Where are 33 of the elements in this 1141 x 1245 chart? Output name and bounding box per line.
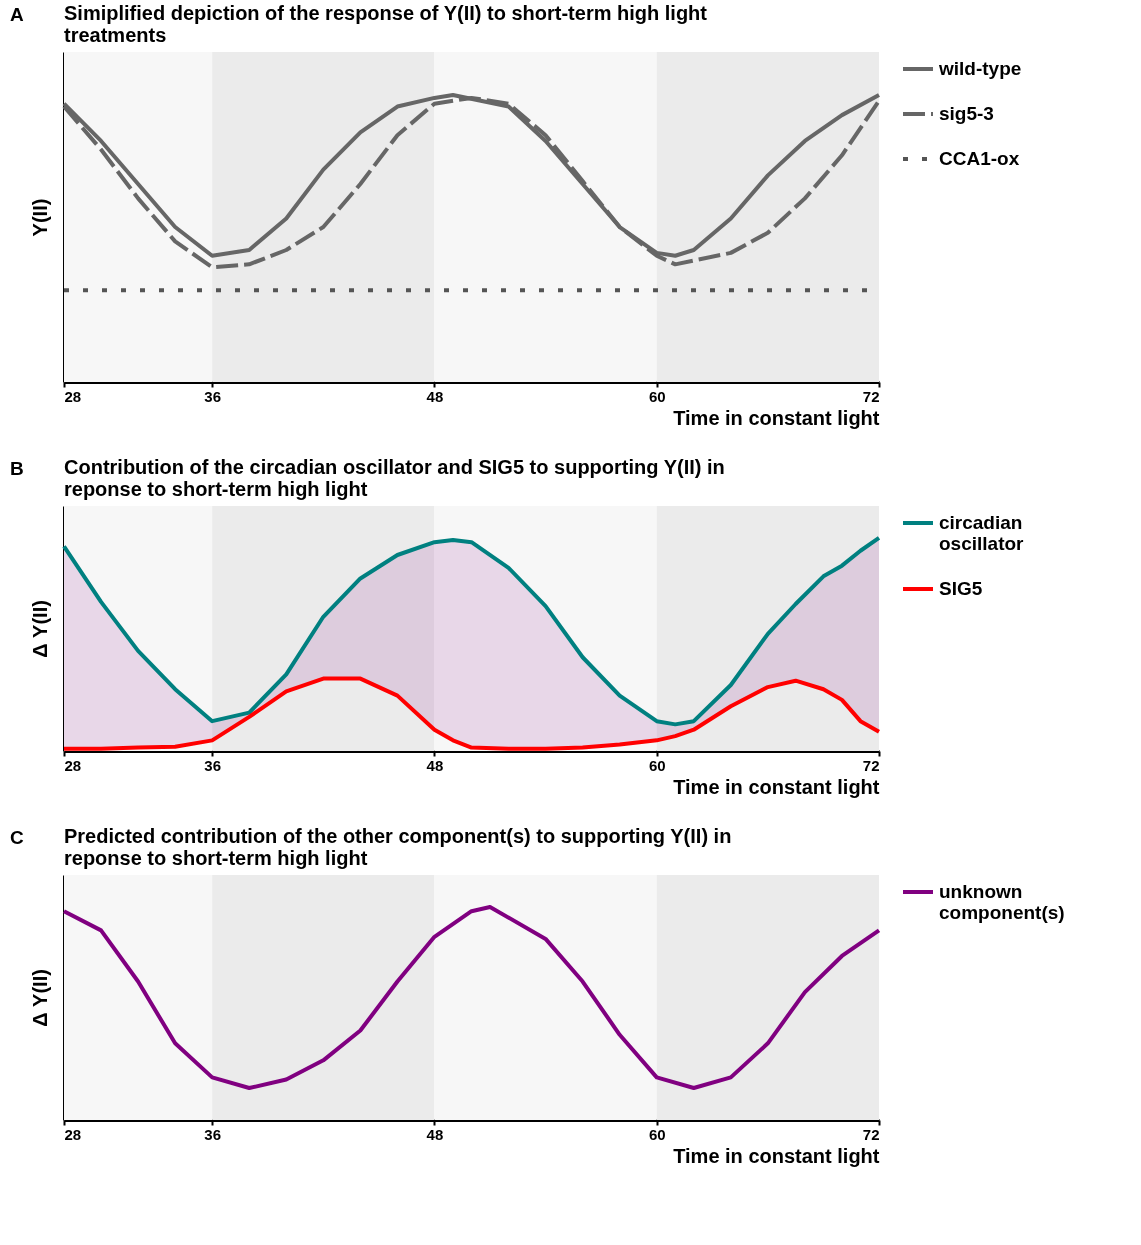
x-tick-label: 60: [648, 387, 666, 405]
legend-label: circadian oscillator: [939, 512, 1025, 554]
text: B: [10, 458, 24, 480]
legend-label: SIG5: [939, 578, 983, 599]
y-axis-title: Δ Y(II): [28, 969, 51, 1027]
chart-title: Contribution of the circadian oscillator and SIG5 to supporting Y(II) in reponse to short-term high light: [64, 456, 725, 500]
x-tick-label: 72: [862, 756, 880, 774]
x-tick-label: 36: [204, 387, 222, 405]
x-axis-title: Time in constant light: [673, 1144, 880, 1167]
y-axis-title: Δ Y(II): [28, 600, 51, 658]
x-axis-title: Time in constant light: [673, 406, 880, 429]
x-tick-label: 72: [862, 1125, 880, 1143]
x-tick-label: 28: [64, 387, 82, 405]
y-axis-title: Y(II): [28, 198, 51, 237]
legend-label: sig5-3: [939, 103, 994, 124]
x-tick-label: 60: [648, 1125, 666, 1143]
text: C: [10, 827, 24, 849]
legend-label: CCA1-ox: [939, 148, 1020, 169]
x-tick-label: 48: [426, 1125, 444, 1143]
x-tick-label: 48: [426, 387, 444, 405]
x-axis-title: Time in constant light: [673, 775, 880, 798]
chart-title: Simiplified depiction of the response of Y(II) to short-term high light treatments: [64, 2, 708, 46]
x-tick-label: 28: [64, 756, 82, 774]
x-tick-label: 36: [204, 1125, 222, 1143]
x-tick-label: 28: [64, 1125, 82, 1143]
x-tick-label: 36: [204, 756, 222, 774]
x-tick-label: 72: [862, 387, 880, 405]
x-tick-label: 48: [426, 756, 444, 774]
legend-label: wild-type: [938, 58, 1022, 79]
text: A: [10, 4, 24, 26]
legend-label: unknown component(s): [939, 881, 1065, 923]
x-tick-label: 60: [648, 756, 666, 774]
chart-title: Predicted contribution of the other component(s) to supporting Y(II) in reponse to short-term high light: [64, 825, 732, 869]
